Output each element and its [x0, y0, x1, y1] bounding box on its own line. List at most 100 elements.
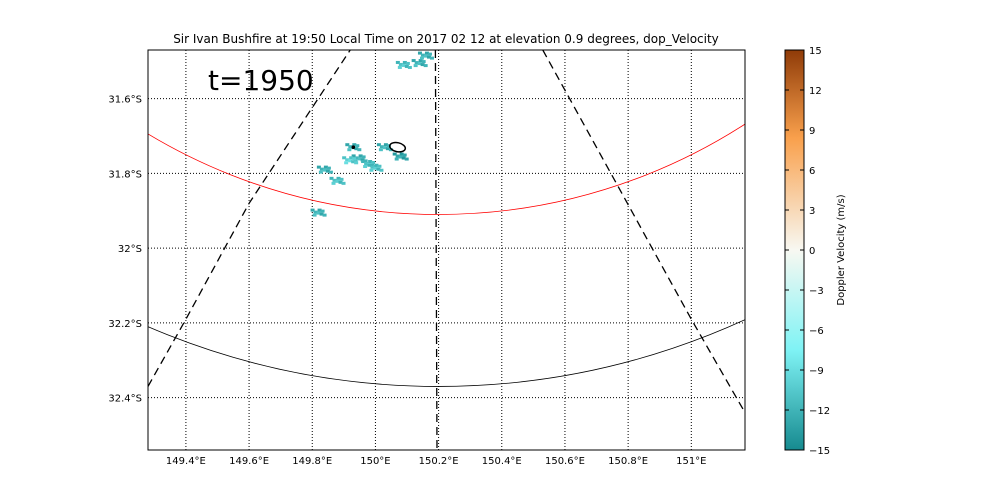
- y-axis-ticks: 31.6°S 31.8°S 32°S 32.2°S 32.4°S: [108, 95, 142, 405]
- x-tick-label: 150°E: [360, 456, 390, 467]
- echo-pixel: [427, 52, 432, 56]
- echo-pixel: [320, 209, 325, 213]
- echo-pixel: [392, 152, 397, 156]
- echo-pixel: [323, 165, 328, 169]
- colorbar-tick-label: 6: [809, 166, 815, 177]
- fire-perimeter: [351, 141, 407, 153]
- echo-pixel: [348, 145, 353, 149]
- echo-cell: [351, 154, 368, 163]
- echo-pixel: [383, 143, 388, 147]
- echo-pixel: [429, 56, 434, 60]
- colorbar-tick-label: 15: [809, 46, 822, 57]
- echo-pixel: [426, 55, 431, 59]
- echo-pixel: [376, 143, 381, 147]
- echo-pixel: [329, 176, 334, 180]
- echo-pixel: [419, 56, 424, 60]
- echo-pixel: [402, 60, 407, 64]
- echo-pixel: [423, 54, 428, 58]
- echo-pixel: [328, 170, 333, 174]
- echo-pixel: [351, 160, 356, 164]
- azimuth-line: [148, 50, 351, 387]
- azimuth-line: [542, 50, 745, 413]
- x-tick-label: 149.8°E: [292, 456, 332, 467]
- echo-pixel: [316, 165, 321, 169]
- echo-pixel: [414, 61, 419, 65]
- echo-pixel: [310, 208, 315, 212]
- echo-pixel: [370, 165, 375, 169]
- echo-cell: [310, 208, 327, 217]
- echo-pixel: [354, 161, 359, 165]
- echo-pixel: [388, 148, 393, 152]
- echo-pixel: [352, 157, 357, 161]
- echo-pixel: [322, 168, 327, 172]
- colorbar-tick-label: −9: [809, 366, 824, 377]
- echo-pixel: [312, 213, 317, 217]
- echo-cell: [395, 60, 412, 69]
- echo-pixel: [418, 59, 423, 63]
- y-tick-label: 32.2°S: [108, 319, 142, 330]
- echo-pixel: [401, 156, 406, 160]
- colorbar-tick-label: −15: [809, 446, 830, 457]
- echo-pixel: [398, 155, 403, 159]
- colorbar: 15 12 9 6 3 0 −3 −6 −9 −12 −15 Doppler Velocity (m…: [784, 46, 847, 457]
- velocity-echoes: [310, 51, 434, 217]
- echo-pixel: [354, 147, 359, 151]
- echo-pixel: [395, 60, 400, 64]
- echo-pixel: [338, 180, 343, 184]
- echo-pixel: [398, 62, 403, 66]
- echo-pixel: [368, 160, 373, 164]
- echo-pixel: [345, 143, 350, 147]
- echo-pixel: [413, 64, 418, 68]
- echo-cell: [367, 163, 384, 172]
- range-rings: [148, 123, 745, 387]
- echo-pixel: [423, 64, 428, 68]
- echo-pixel: [376, 167, 381, 171]
- range-ring: [148, 319, 745, 387]
- x-tick-label: 149.6°E: [229, 456, 269, 467]
- echo-pixel: [348, 159, 353, 163]
- echo-pixel: [336, 176, 341, 180]
- time-annotation: t=1950: [208, 64, 314, 97]
- echo-pixel: [326, 166, 331, 170]
- echo-pixel: [379, 145, 384, 149]
- echo-pixel: [370, 164, 375, 168]
- echo-pixel: [332, 178, 337, 182]
- echo-pixel: [363, 159, 368, 163]
- echo-pixel: [369, 168, 374, 172]
- echo-pixel: [399, 152, 404, 156]
- echo-pixel: [352, 143, 357, 147]
- echo-cell: [342, 156, 359, 165]
- echo-pixel: [335, 179, 340, 183]
- colorbar-tick-label: 0: [809, 246, 815, 257]
- echo-pixel: [395, 154, 400, 158]
- gridlines: [148, 50, 745, 450]
- echo-pixel: [377, 164, 382, 168]
- colorbar-tick-label: −6: [809, 326, 824, 337]
- echo-pixel: [357, 148, 362, 152]
- colorbar-tick-label: 3: [809, 206, 815, 217]
- echo-pixel: [407, 65, 412, 69]
- echo-pixel: [371, 161, 376, 165]
- echo-pixel: [382, 146, 387, 150]
- echo-pixel: [424, 51, 429, 55]
- echo-pixel: [402, 153, 407, 157]
- echo-pixel: [355, 144, 360, 148]
- echo-pixel: [317, 208, 322, 212]
- echo-pixel: [349, 156, 354, 160]
- x-tick-label: 151°E: [676, 456, 706, 467]
- colorbar-ticks: 15 12 9 6 3 0 −3 −6 −9 −12 −15: [785, 46, 830, 457]
- echo-pixel: [313, 210, 318, 214]
- echo-pixel: [394, 157, 399, 161]
- echo-pixel: [358, 154, 363, 158]
- y-tick-label: 31.6°S: [108, 95, 142, 106]
- echo-pixel: [344, 161, 349, 165]
- echo-pixel: [339, 177, 344, 181]
- echo-pixel: [319, 212, 324, 216]
- echo-pixel: [385, 147, 390, 151]
- echo-pixel: [379, 168, 384, 172]
- x-axis-ticks: 149.4°E 149.6°E 149.8°E 150°E 150.2°E 150.4°E…: [166, 456, 707, 467]
- echo-pixel: [367, 163, 372, 167]
- echo-pixel: [353, 159, 358, 163]
- colorbar-tick-label: −12: [809, 406, 830, 417]
- echo-pixel: [421, 60, 426, 64]
